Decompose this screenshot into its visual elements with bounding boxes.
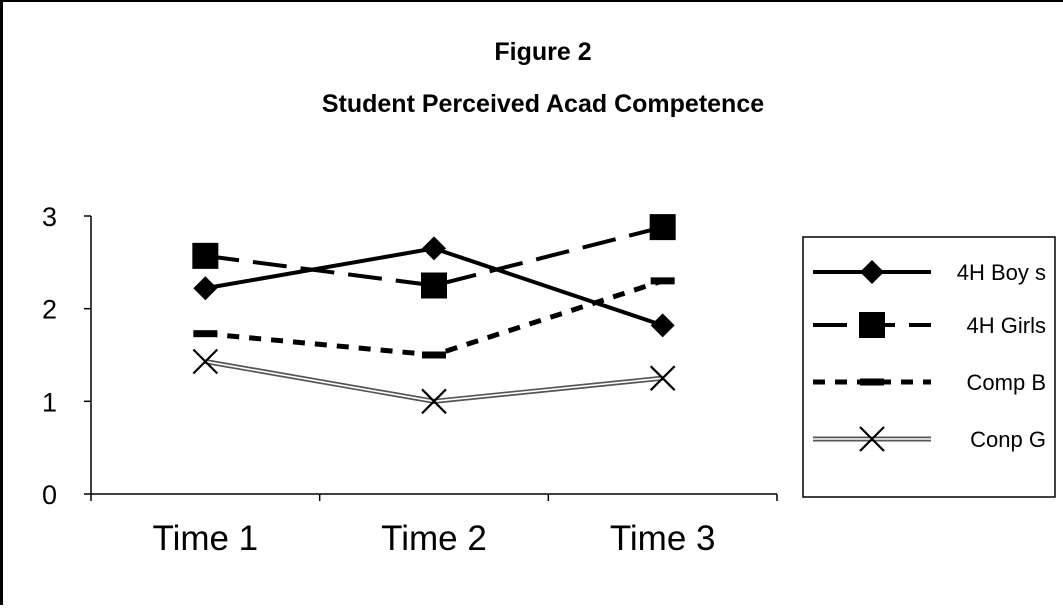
x-tick-label: Time 3 <box>610 519 716 558</box>
chart-title: Figure 2 <box>494 38 591 66</box>
data-point-dash <box>422 351 446 359</box>
data-point-diamond <box>422 236 446 261</box>
y-tick-label: 1 <box>42 387 57 417</box>
data-point-x <box>192 348 219 375</box>
data-point-x <box>859 426 885 452</box>
y-tick-label: 0 <box>42 480 57 510</box>
x-tick-label: Time 1 <box>152 519 258 558</box>
legend: 4H Boy s 4H Girls Comp B Conp G <box>802 236 1056 498</box>
series-group <box>192 214 676 415</box>
data-point-square <box>192 242 219 269</box>
legend-item: 4H Girls <box>813 312 1046 338</box>
y-tick-label: 3 <box>42 202 57 232</box>
series-line <box>204 359 663 404</box>
x-tick-label: Time 2 <box>381 519 487 558</box>
legend-label: Conp G <box>970 427 1046 452</box>
data-point-x <box>421 388 447 415</box>
data-point-dash <box>860 378 884 386</box>
series-conp-g <box>192 348 676 415</box>
line-chart: Figure 2 Student Perceived Acad Competen… <box>42 38 1056 558</box>
legend-label: Comp B <box>967 370 1046 395</box>
legend-box <box>802 236 1056 498</box>
y-ticks: 0 1 2 3 <box>42 202 91 510</box>
series-line <box>205 225 664 288</box>
data-point-dash <box>650 277 675 285</box>
axes <box>90 216 777 495</box>
legend-label: 4H Boy s <box>957 260 1046 285</box>
data-point-diamond <box>650 313 675 338</box>
chart-subtitle: Student Perceived Acad Competence <box>322 90 764 118</box>
legend-item: Conp G <box>813 426 1046 452</box>
data-point-diamond <box>193 276 218 301</box>
legend-item: Comp B <box>813 370 1046 395</box>
data-point-x <box>649 365 676 391</box>
data-point-square <box>859 312 885 338</box>
y-tick-label: 2 <box>42 295 57 325</box>
legend-label: 4H Girls <box>967 313 1046 338</box>
legend-item: 4H Boy s <box>813 260 1046 285</box>
series-line-inner <box>205 360 663 403</box>
data-point-dash <box>193 330 218 338</box>
x-ticks: Time 1 Time 2 Time 3 <box>90 494 778 558</box>
series-4h-boy-s <box>193 236 675 338</box>
series-4h-girls <box>192 214 676 299</box>
data-point-square <box>649 214 676 241</box>
data-point-diamond <box>860 260 884 284</box>
series-comp-b <box>193 277 675 359</box>
data-point-square <box>421 272 447 299</box>
